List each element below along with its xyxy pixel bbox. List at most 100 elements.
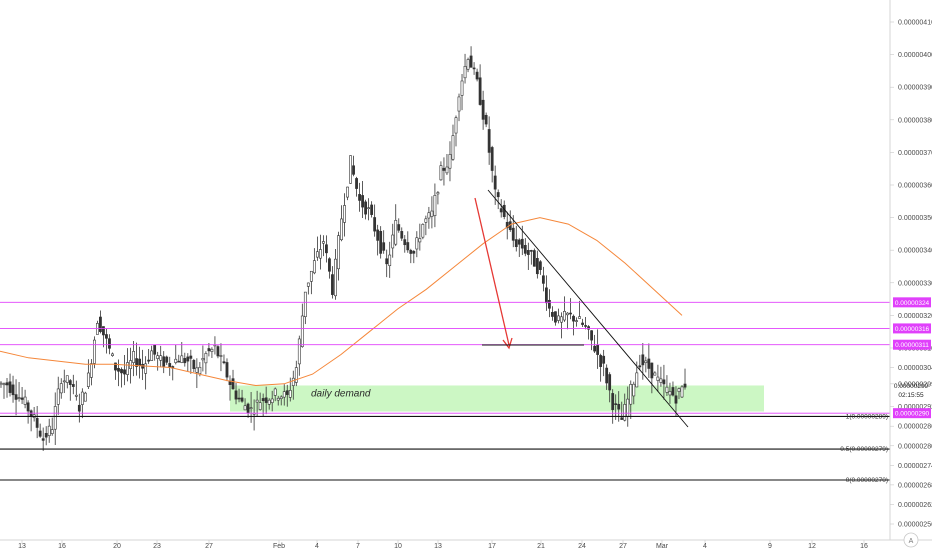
- x-tick-label: 9: [768, 543, 772, 550]
- y-tick-label: 0.00000274: [898, 463, 932, 470]
- candle-body: [674, 395, 678, 404]
- candle-body: [623, 404, 627, 421]
- candle-body: [554, 311, 557, 323]
- candle-body: [397, 224, 401, 231]
- descending-trendline[interactable]: [487, 189, 689, 428]
- candle-body: [38, 430, 42, 437]
- candle-body: [502, 204, 506, 217]
- candle-body: [120, 369, 123, 374]
- candle-body: [475, 71, 479, 80]
- candle-body: [469, 55, 473, 68]
- candle-body: [490, 147, 494, 171]
- candle-body: [300, 315, 304, 347]
- candle-body: [309, 270, 313, 282]
- red-arrow-line[interactable]: [474, 197, 510, 346]
- candle-body: [53, 406, 57, 430]
- candle-body: [59, 383, 63, 394]
- candle-body: [659, 378, 663, 383]
- candle-body: [442, 167, 446, 171]
- candle-body: [41, 438, 45, 441]
- y-tick-label: 0.00000262: [898, 502, 932, 509]
- candle-body: [306, 282, 310, 287]
- candle-body: [535, 258, 539, 275]
- candle-body: [74, 394, 78, 397]
- candle-body: [62, 380, 66, 383]
- candle-body: [523, 245, 527, 254]
- candle-body: [532, 250, 536, 267]
- candle-body: [548, 299, 551, 309]
- candle-body: [466, 59, 470, 70]
- candle-body: [240, 397, 244, 402]
- candle-body: [614, 403, 618, 405]
- level-price-badge: [893, 297, 931, 308]
- candle-body: [86, 372, 90, 387]
- tradingview-logo-icon[interactable]: A: [903, 532, 919, 548]
- candle-body: [20, 397, 24, 400]
- candle-body: [520, 238, 524, 249]
- y-tick-label: 0.00000410: [898, 20, 932, 27]
- candle-body: [198, 366, 202, 375]
- x-tick-label: 16: [58, 543, 66, 550]
- candle-body: [587, 326, 590, 330]
- candle-body: [180, 355, 184, 363]
- candle-body: [246, 403, 250, 414]
- candle-body: [656, 376, 660, 381]
- y-tick-label: 0.00000286: [898, 424, 932, 431]
- candle-body: [123, 369, 126, 375]
- candle-body: [584, 325, 587, 327]
- candle-body: [117, 368, 120, 372]
- y-tick-label: 0.00000350: [898, 215, 932, 222]
- candle-body: [514, 239, 518, 248]
- x-tick-label: 13: [18, 543, 26, 550]
- candle-body: [50, 429, 54, 434]
- candle-body: [165, 356, 169, 363]
- candle-body: [135, 358, 138, 367]
- candle-body: [665, 386, 669, 393]
- candle-body: [231, 378, 235, 390]
- candle-body: [683, 383, 687, 388]
- candle-body: [111, 353, 114, 356]
- y-tick-label: 0.00000268: [898, 482, 932, 489]
- x-tick-label: 10: [394, 543, 402, 550]
- candles-group: [0, 46, 687, 451]
- candle-body: [222, 361, 226, 364]
- fib-level-label: 1(0.00000289): [846, 413, 888, 420]
- candle-body: [129, 360, 132, 369]
- candle-body: [153, 344, 157, 355]
- candle-body: [322, 241, 325, 244]
- candle-body: [529, 250, 533, 252]
- candle-body: [650, 362, 654, 379]
- candle-body: [379, 230, 383, 254]
- candle-body: [653, 372, 657, 376]
- candle-body: [367, 207, 371, 209]
- candle-body: [424, 218, 428, 223]
- y-tick-label: 0.00000280: [898, 443, 932, 450]
- candle-body: [312, 260, 316, 274]
- candle-body: [5, 382, 9, 386]
- candle-body: [608, 374, 612, 391]
- y-tick-label: 0.00000380: [898, 117, 932, 124]
- candle-body: [297, 338, 301, 365]
- candle-body: [147, 359, 151, 362]
- candle-body: [448, 154, 452, 169]
- y-tick-label: 0.00000292: [898, 404, 932, 411]
- candle-body: [23, 396, 27, 405]
- level-price-badge: [893, 339, 931, 350]
- candle-body: [331, 274, 334, 295]
- candle-body: [174, 358, 178, 363]
- candle-body: [68, 380, 72, 385]
- candle-body: [460, 80, 464, 96]
- candle-body: [261, 398, 265, 402]
- candle-body: [282, 391, 286, 398]
- candle-body: [662, 379, 666, 385]
- candle-body: [632, 383, 636, 397]
- candle-body: [207, 348, 211, 352]
- candle-body: [291, 377, 295, 386]
- candle-body: [35, 418, 39, 428]
- candle-body: [26, 402, 30, 412]
- candle-body: [47, 425, 51, 436]
- candle-body: [156, 355, 160, 359]
- candle-body: [517, 239, 521, 245]
- candle-body: [478, 77, 482, 105]
